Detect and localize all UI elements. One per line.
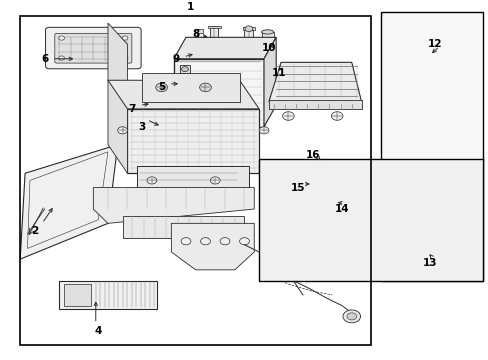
Bar — [20, 16, 370, 345]
Bar — [127, 109, 259, 173]
Bar — [195, 30, 203, 33]
Bar — [266, 168, 285, 180]
Text: 9: 9 — [172, 54, 180, 64]
Circle shape — [342, 310, 360, 323]
Text: 13: 13 — [422, 258, 436, 268]
Circle shape — [59, 56, 64, 60]
Circle shape — [181, 238, 190, 245]
Bar — [210, 26, 218, 41]
Bar — [259, 159, 483, 280]
Circle shape — [282, 112, 294, 120]
Circle shape — [156, 83, 167, 92]
Circle shape — [210, 177, 220, 184]
Circle shape — [444, 130, 453, 138]
Circle shape — [474, 159, 480, 163]
Polygon shape — [108, 23, 127, 173]
Bar — [428, 255, 440, 265]
Polygon shape — [264, 37, 276, 127]
Circle shape — [259, 127, 268, 134]
Circle shape — [470, 156, 483, 165]
Text: 15: 15 — [290, 183, 305, 193]
Bar — [268, 100, 361, 109]
Circle shape — [287, 224, 296, 230]
Polygon shape — [93, 188, 254, 223]
Bar — [157, 133, 164, 139]
Bar — [64, 284, 91, 306]
Text: 6: 6 — [41, 54, 48, 64]
Text: 14: 14 — [334, 204, 348, 214]
Circle shape — [147, 177, 157, 184]
Text: 2: 2 — [31, 225, 39, 235]
Circle shape — [346, 313, 356, 320]
Circle shape — [330, 112, 342, 120]
Text: 16: 16 — [305, 150, 319, 160]
Circle shape — [287, 195, 296, 202]
Polygon shape — [108, 80, 259, 109]
Bar — [142, 73, 239, 102]
Text: 12: 12 — [427, 40, 441, 49]
Polygon shape — [20, 145, 118, 259]
Bar — [207, 26, 220, 28]
Bar — [277, 180, 306, 252]
Bar — [154, 131, 167, 141]
Bar — [137, 166, 249, 195]
Text: 3: 3 — [138, 122, 145, 132]
Circle shape — [122, 36, 128, 40]
Polygon shape — [173, 37, 276, 59]
Text: 10: 10 — [261, 43, 276, 53]
Text: 1: 1 — [187, 2, 194, 12]
Bar — [307, 170, 346, 256]
Bar — [173, 59, 264, 127]
Circle shape — [181, 67, 188, 72]
Circle shape — [287, 238, 296, 244]
Circle shape — [323, 188, 330, 194]
Circle shape — [199, 83, 211, 92]
Bar — [266, 166, 358, 180]
Circle shape — [287, 210, 296, 216]
Circle shape — [323, 242, 330, 248]
Circle shape — [244, 26, 252, 32]
Text: 8: 8 — [192, 29, 199, 39]
Ellipse shape — [261, 30, 273, 34]
Circle shape — [59, 36, 64, 40]
Bar — [122, 216, 244, 238]
Bar — [244, 27, 253, 45]
Polygon shape — [390, 66, 473, 266]
FancyBboxPatch shape — [45, 27, 141, 69]
Circle shape — [323, 224, 330, 230]
Text: 7: 7 — [128, 104, 136, 114]
Circle shape — [220, 238, 229, 245]
Circle shape — [158, 134, 163, 138]
Bar — [179, 65, 190, 73]
Bar — [400, 80, 458, 123]
Bar — [261, 32, 273, 46]
Circle shape — [409, 130, 419, 138]
Polygon shape — [171, 223, 254, 270]
Bar — [443, 255, 454, 265]
Bar — [475, 130, 482, 145]
Bar — [427, 253, 456, 266]
Bar — [242, 27, 255, 30]
Circle shape — [267, 194, 279, 203]
Bar — [59, 280, 157, 309]
Text: 4: 4 — [94, 326, 102, 336]
Circle shape — [118, 127, 127, 134]
Circle shape — [122, 56, 128, 60]
Text: 5: 5 — [158, 82, 165, 93]
Polygon shape — [268, 62, 361, 102]
Circle shape — [239, 238, 249, 245]
Bar — [380, 12, 483, 280]
Text: 11: 11 — [271, 68, 285, 78]
Circle shape — [200, 238, 210, 245]
FancyBboxPatch shape — [55, 33, 132, 63]
Circle shape — [323, 206, 330, 212]
